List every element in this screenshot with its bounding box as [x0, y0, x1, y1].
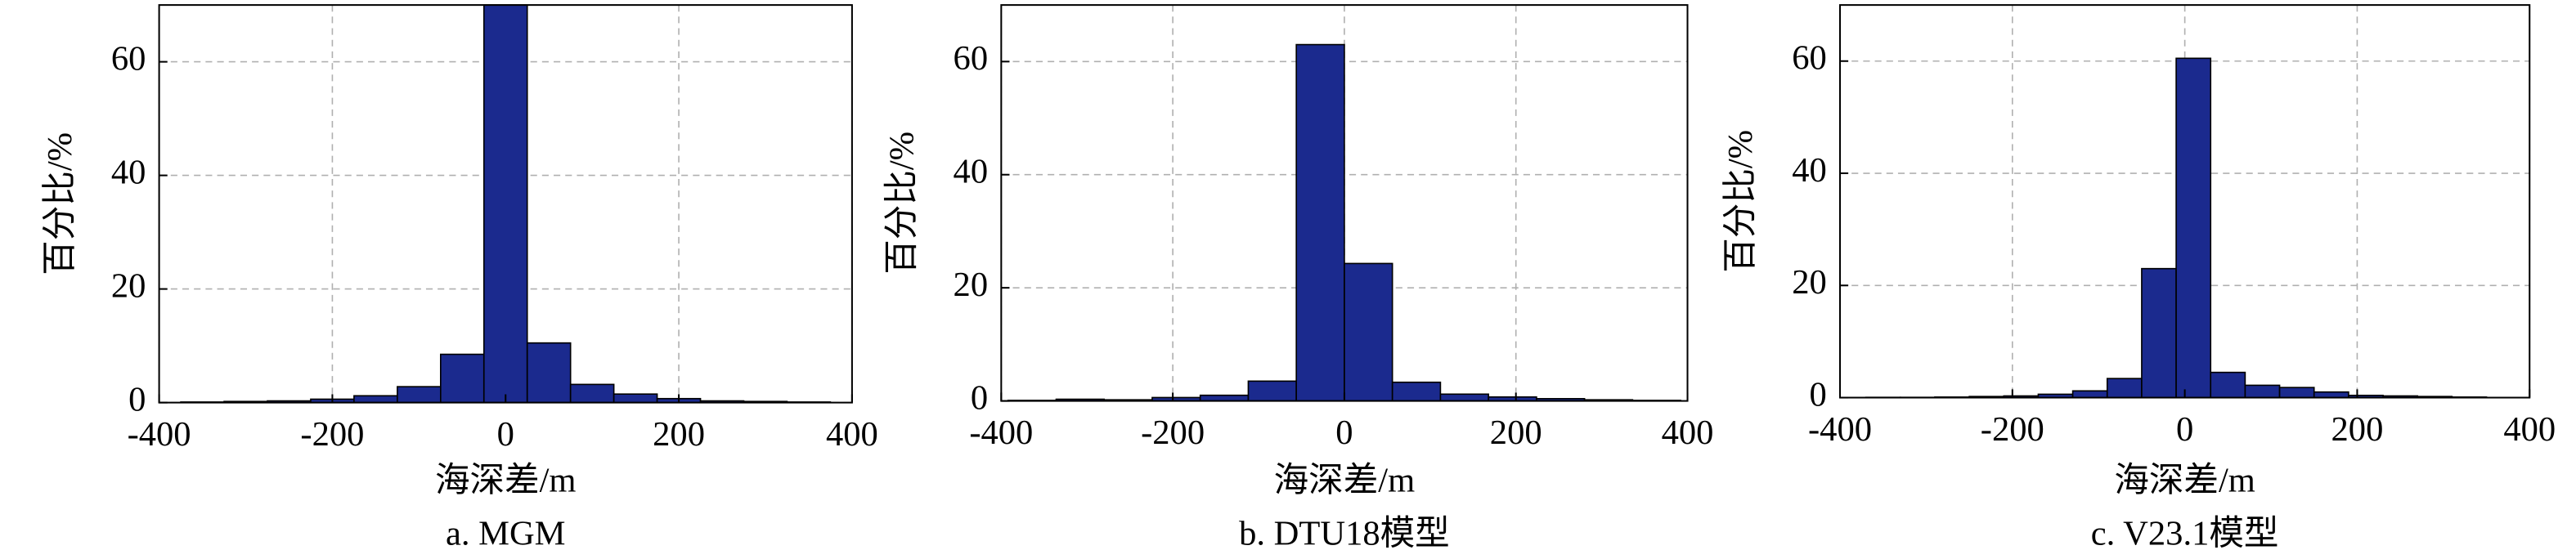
- y-axis-label: 百分比/%: [1721, 130, 1760, 273]
- bar: [439, 353, 485, 404]
- bar: [613, 393, 658, 404]
- x-tick-label: -400: [128, 415, 191, 454]
- x-tick-label: -400: [969, 414, 1033, 452]
- x-axis-label: 海深差/m: [435, 462, 577, 500]
- x-axis-label: 海深差/m: [2114, 462, 2255, 500]
- bar: [482, 4, 528, 404]
- subplot: -400 -200 0 200 400 0 20 40 60 海深差/m 百分比/% a. MGM: [41, 4, 878, 553]
- x-tick-label: -200: [1141, 414, 1205, 452]
- subplot-caption: a. MGM: [446, 515, 566, 553]
- bar: [2106, 378, 2143, 399]
- x-tick-label: 0: [497, 415, 514, 454]
- y-tick-label: 40: [1792, 151, 1827, 190]
- y-tick-label: 60: [1792, 39, 1827, 78]
- y-tick-label: 40: [954, 153, 989, 191]
- bar: [1199, 394, 1250, 402]
- bar: [1439, 393, 1489, 402]
- x-tick-label: 400: [1662, 414, 1714, 452]
- bar: [526, 342, 572, 404]
- y-tick-label: 20: [954, 266, 989, 304]
- y-tick-label: 40: [111, 153, 146, 191]
- x-tick-label: -200: [300, 415, 364, 454]
- bar: [2278, 387, 2315, 399]
- subplot: -400 -200 0 200 400 0 20 40 60 海深差/m 百分比/% b. DTU18…: [883, 4, 1714, 553]
- y-tick-label: 60: [954, 39, 989, 78]
- bar: [2244, 384, 2281, 399]
- x-tick-label: 200: [1490, 414, 1542, 452]
- bar: [2071, 390, 2108, 399]
- bar: [2210, 371, 2246, 399]
- bar: [1295, 43, 1345, 402]
- x-tick-label: -200: [1981, 410, 2044, 449]
- y-axis-label: 百分比/%: [41, 132, 79, 275]
- y-tick-label: 20: [1792, 263, 1827, 302]
- bar: [2313, 391, 2349, 399]
- subplot: -400 -200 0 200 400 0 20 40 60 海深差/m 百分比/% c. V23.1…: [1721, 4, 2556, 553]
- bar: [569, 383, 615, 404]
- bar: [2141, 267, 2177, 399]
- subplot-caption: b. DTU18模型: [1239, 515, 1450, 553]
- x-axis-label: 海深差/m: [1274, 462, 1416, 500]
- bar: [397, 386, 442, 404]
- y-tick-label: 60: [111, 39, 146, 78]
- y-tick-label: 20: [111, 266, 146, 305]
- bar: [1391, 381, 1442, 402]
- x-tick-label: 0: [2176, 410, 2193, 449]
- y-tick-label: 0: [128, 380, 146, 418]
- bar: [353, 395, 398, 404]
- bar: [2175, 57, 2212, 399]
- x-tick-label: 400: [2503, 410, 2556, 449]
- x-tick-label: 200: [653, 415, 705, 454]
- x-tick-label: 400: [826, 415, 878, 454]
- subplot-caption: c. V23.1模型: [2091, 515, 2279, 553]
- x-tick-label: -400: [1808, 410, 1872, 449]
- y-axis-label: 百分比/%: [883, 132, 922, 275]
- bar: [1344, 262, 1393, 402]
- y-tick-label: 0: [1810, 375, 1827, 414]
- x-tick-label: 0: [1335, 414, 1353, 452]
- x-tick-label: 200: [2331, 410, 2384, 449]
- bar: [1247, 380, 1297, 402]
- y-tick-label: 0: [971, 378, 988, 417]
